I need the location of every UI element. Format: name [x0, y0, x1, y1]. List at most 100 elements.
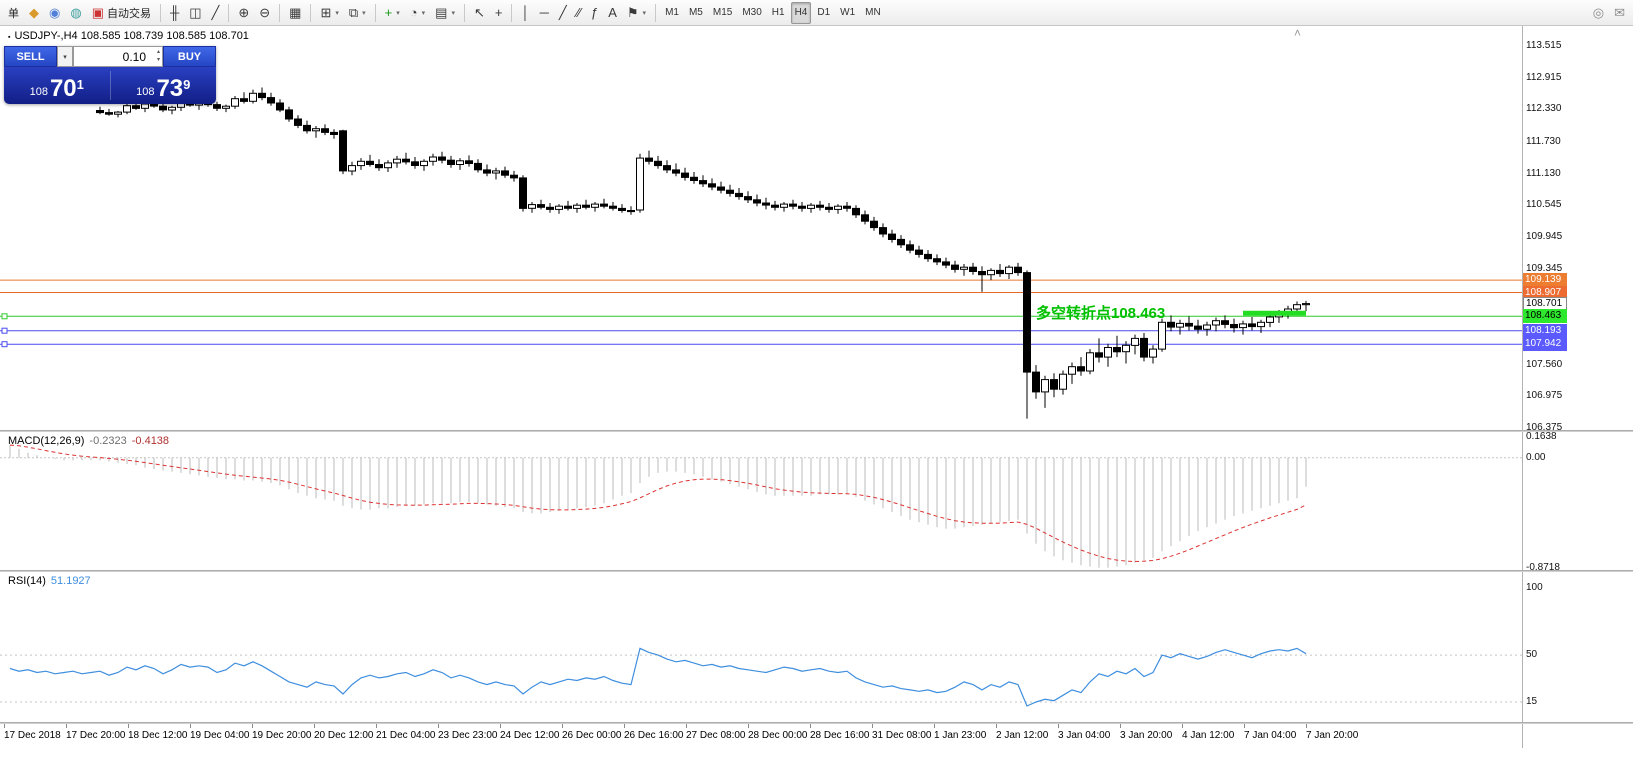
zoom-out-button[interactable]: ⊖: [255, 2, 274, 24]
line-chart-icon: ╱: [211, 4, 220, 20]
time-label: 17 Dec 20:00: [66, 730, 126, 741]
macd-axis[interactable]: 0.1638 0.00 -0.8718: [1523, 432, 1633, 570]
crosshair-button[interactable]: +: [491, 2, 507, 24]
tf-mn-button[interactable]: MN: [861, 2, 885, 24]
rsi-axis[interactable]: 100 50 15: [1523, 572, 1633, 722]
sell-price-button[interactable]: 108 70 1: [4, 67, 110, 104]
inbox-button[interactable]: ✉: [1610, 2, 1629, 24]
rsi-panel[interactable]: RSI(14) 51.1927: [0, 572, 1523, 722]
time-label: 7 Jan 20:00: [1306, 730, 1359, 741]
data-window-icon: ◍: [70, 4, 82, 20]
tf-m1-button[interactable]: M1: [661, 2, 683, 24]
line-chart-button[interactable]: ╱: [208, 2, 224, 24]
cursor-icon: ↖: [473, 4, 485, 20]
tf-m30-button[interactable]: M30: [738, 2, 765, 24]
time-label: 28 Dec 16:00: [810, 730, 870, 741]
tf-h4-button[interactable]: H4: [790, 1, 812, 24]
channel-button[interactable]: ∕∕: [573, 2, 585, 24]
tf-m15-button[interactable]: M15: [709, 2, 736, 24]
lot-stepper[interactable]: ▴ ▾: [157, 48, 160, 64]
zoom-in-button[interactable]: ⊕: [234, 2, 253, 24]
tf-w1-button[interactable]: W1: [836, 2, 859, 24]
chart-annotation[interactable]: 多空转折点108.463: [1036, 304, 1166, 322]
cursor-button[interactable]: ↖: [470, 2, 489, 24]
line-handle[interactable]: [1, 341, 8, 348]
buy-button[interactable]: BUY: [163, 46, 216, 67]
bid-prefix: 108: [29, 86, 48, 98]
tf-h1-button[interactable]: H1: [768, 2, 789, 24]
time-label: 7 Jan 04:00: [1244, 730, 1297, 741]
time-label: 26 Dec 16:00: [624, 730, 684, 741]
arrows-button[interactable]: ⚑ ▾: [623, 2, 650, 24]
price-tag: 108.193: [1523, 323, 1567, 338]
indicator-axis-tick: 0.1638: [1526, 432, 1557, 442]
tf-mn-button-label: MN: [865, 7, 881, 18]
toolbar-separator: [374, 3, 376, 22]
price-axis-tick: 106.975: [1526, 389, 1563, 401]
indicator-axis-tick: 50: [1526, 649, 1538, 661]
text-button[interactable]: A: [604, 2, 621, 24]
trade-options-button[interactable]: ▾: [57, 46, 73, 67]
sell-button[interactable]: SELL: [4, 46, 57, 67]
tile-windows-button[interactable]: ▦: [285, 2, 305, 24]
time-label: 17 Dec 2018: [4, 730, 61, 741]
line-handle[interactable]: [1, 327, 8, 334]
market-watch-button[interactable]: ◉: [45, 2, 64, 24]
periods-button[interactable]: ◔ ▾: [406, 2, 429, 24]
main-chart-area[interactable]: ▪ USDJPY-,H4 108.585 108.739 108.585 108.…: [0, 26, 1523, 430]
macd-panel[interactable]: MACD(12,26,9) -0.2323 -0.4138: [0, 432, 1523, 570]
time-axis[interactable]: 17 Dec 2018 17 Dec 20:00 18 Dec 12:00 19 De…: [0, 724, 1523, 748]
price-axis-tick: 106.375: [1526, 422, 1563, 430]
new-chart-button[interactable]: ⊞ ▾: [316, 2, 342, 24]
search-button[interactable]: ◎: [1589, 2, 1608, 24]
candlestick-chart: [0, 87, 1522, 419]
panel-divider[interactable]: [0, 570, 1633, 572]
tf-m15-button-label: M15: [712, 7, 733, 18]
bar-chart-button[interactable]: ╫: [166, 2, 183, 24]
new-order-button-label: 单: [8, 7, 19, 20]
lot-size-input[interactable]: 0.10 ▴ ▾: [73, 46, 163, 67]
ask-prefix: 108: [136, 86, 155, 98]
time-axis-row: 17 Dec 2018 17 Dec 20:00 18 Dec 12:00 19 De…: [0, 724, 1633, 748]
chart-shift-marker[interactable]: ˄: [1294, 26, 1302, 40]
panel-divider[interactable]: [0, 430, 1633, 432]
autotrading-button[interactable]: ▣ 自动交易: [88, 2, 155, 24]
line-handle[interactable]: [1, 313, 8, 320]
time-tick: [934, 724, 935, 728]
time-tick: [438, 724, 439, 728]
tf-m5-button[interactable]: M5: [685, 2, 707, 24]
vertical-line-button[interactable]: │: [517, 2, 533, 24]
toolbar-separator: [228, 3, 230, 22]
time-tick: [872, 724, 873, 728]
candlestick-chart-button[interactable]: ◫: [185, 2, 205, 24]
trade-panel-prices: 108 70 1 108 73 9: [4, 67, 216, 104]
profiles-button[interactable]: ⧉ ▾: [345, 2, 370, 24]
data-window-button[interactable]: ◍: [66, 2, 85, 24]
panel-divider[interactable]: [0, 722, 1633, 724]
time-label: 31 Dec 08:00: [872, 730, 932, 741]
main-chart-row: ▪ USDJPY-,H4 108.585 108.739 108.585 108.…: [0, 26, 1633, 430]
chart-windows-button[interactable]: ◆: [25, 2, 43, 24]
indicator-axis-tick: 100: [1526, 582, 1543, 593]
macd-signal-value: -0.4138: [131, 435, 170, 447]
chart-ohlc-title: ▪ USDJPY-,H4 108.585 108.739 108.585 108.…: [8, 30, 249, 42]
fibonacci-button[interactable]: ƒ: [587, 2, 602, 24]
templates-button[interactable]: ▤ ▾: [431, 2, 459, 24]
ask-point: 9: [183, 77, 191, 92]
horizontal-line-button[interactable]: ─: [536, 2, 553, 24]
tile-windows-icon: ▦: [289, 4, 302, 20]
trendline-button[interactable]: ╱: [555, 2, 571, 24]
chevron-down-icon: ▾: [63, 53, 67, 61]
buy-price-button[interactable]: 108 73 9: [111, 67, 217, 104]
indicators-icon: +: [384, 4, 393, 20]
tf-d1-button[interactable]: D1: [813, 2, 834, 24]
toolbar: 单 ◆ ◉ ◍ ▣ 自动交易 ╫ ◫ ╱ ⊕ ⊖ ▦ ⊞ ▾ ⧉ ▾ + ▾ ◔ ▾ ▤ ▾ ↖ + │ ─ ╱ ∕∕ ƒ A ⚑ ▾ M1 M5…: [0, 0, 1633, 26]
tf-m5-button-label: M5: [688, 7, 703, 18]
new-chart-icon: ⊞: [320, 4, 332, 20]
new-order-button[interactable]: 单: [4, 2, 23, 24]
indicators-button[interactable]: + ▾: [381, 2, 404, 24]
macd-main-value: -0.2323: [89, 435, 127, 447]
toolbar-separator: [159, 3, 161, 22]
one-click-trading-panel: SELL ▾ 0.10 ▴ ▾ BUY 108 70 1 108 73 9: [4, 46, 216, 104]
price-axis[interactable]: 113.515 112.915 112.330 111.730 111.130 110.5…: [1523, 26, 1633, 430]
